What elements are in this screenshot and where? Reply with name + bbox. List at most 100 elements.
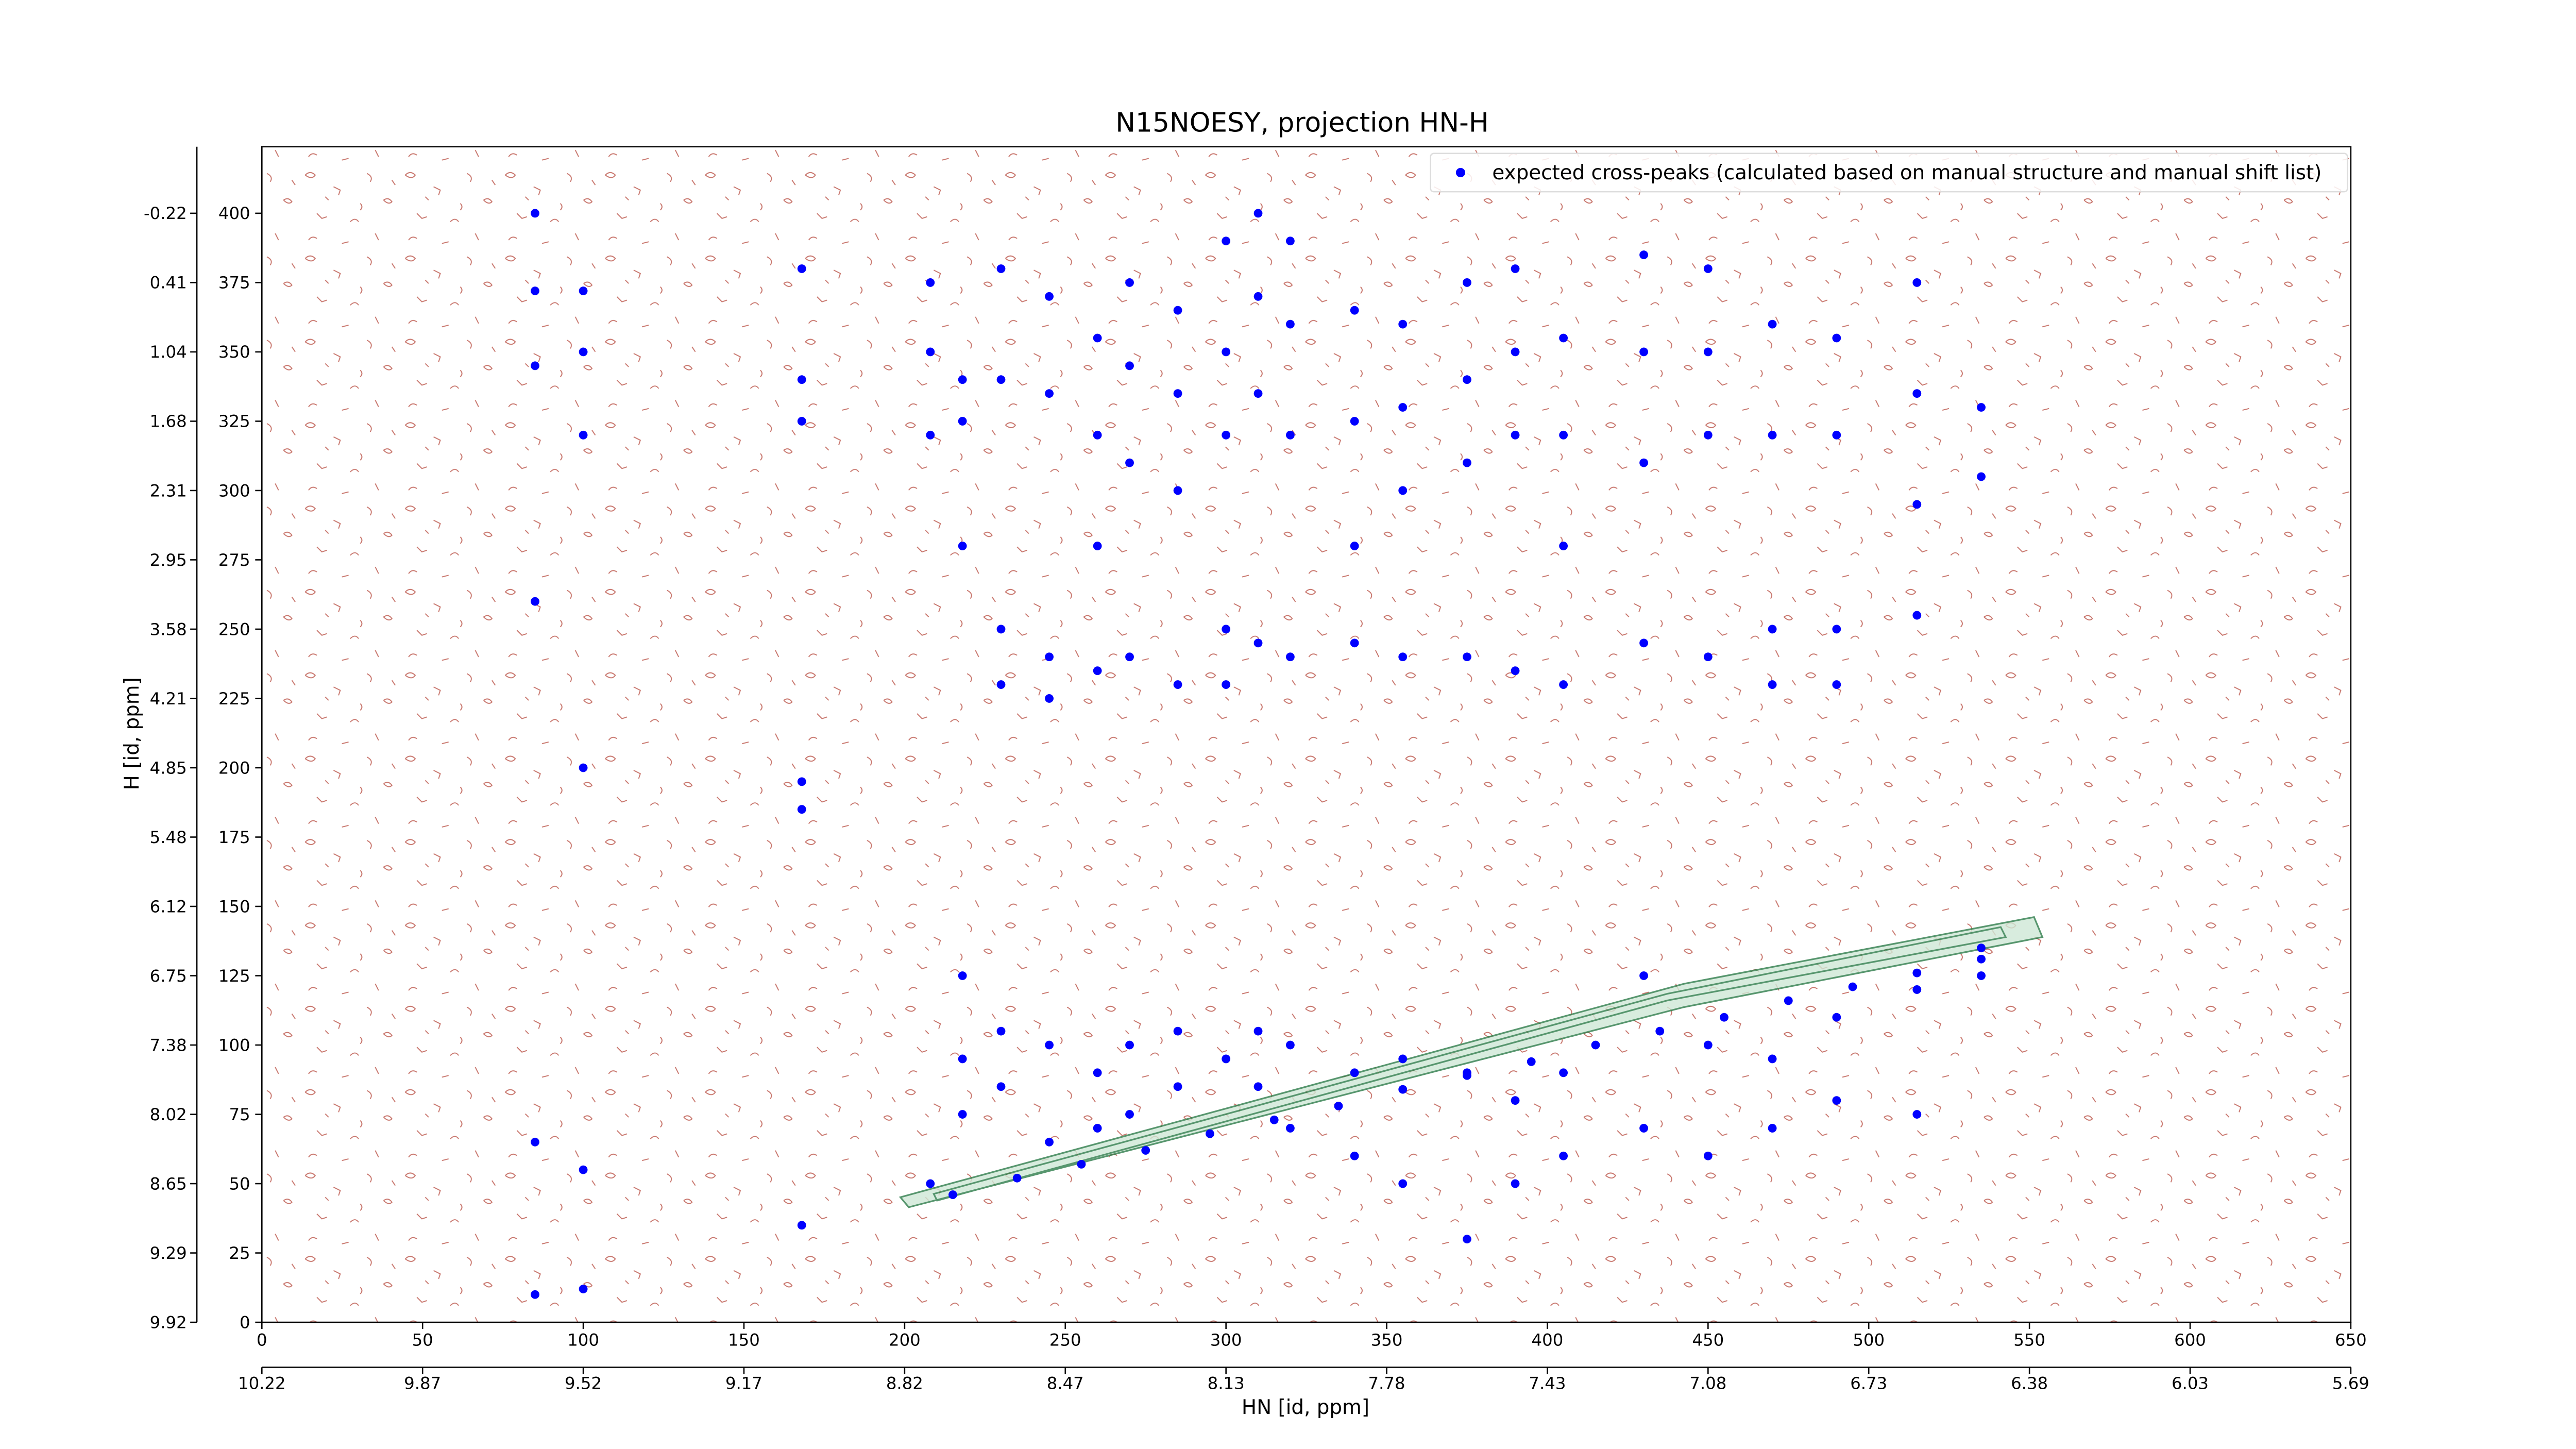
y-tick-label: 0 xyxy=(240,1312,250,1332)
cross-peak xyxy=(797,375,806,384)
cross-peak xyxy=(531,287,539,295)
y2-tick-label: 1.68 xyxy=(150,412,187,431)
cross-peak xyxy=(1253,1026,1263,1036)
cross-peak xyxy=(1173,1082,1182,1091)
cross-peak xyxy=(1703,430,1713,440)
cross-peak xyxy=(1784,996,1793,1005)
y2-tick-label: 1.04 xyxy=(150,342,187,362)
cross-peak xyxy=(531,361,539,370)
cross-peak xyxy=(958,375,967,384)
cross-peak xyxy=(1045,389,1054,398)
y2-tick-label: 9.29 xyxy=(150,1243,187,1263)
cross-peak xyxy=(1720,1013,1728,1022)
x2-tick-label: 9.87 xyxy=(404,1374,441,1393)
cross-peak xyxy=(1350,306,1359,315)
cross-peak xyxy=(1559,680,1568,689)
cross-peak xyxy=(1173,389,1182,398)
cross-peak xyxy=(1768,680,1777,689)
cross-peak xyxy=(1511,666,1520,676)
x2-tick-label: 7.43 xyxy=(1529,1374,1566,1393)
cross-peak xyxy=(1045,1040,1054,1050)
cross-peak xyxy=(1045,1137,1054,1147)
cross-peak xyxy=(1398,319,1408,329)
x2-tick-label: 8.82 xyxy=(886,1374,923,1393)
cross-peak xyxy=(1639,638,1648,648)
x-tick-label: 400 xyxy=(1532,1330,1564,1350)
cross-peak xyxy=(579,1285,588,1293)
cross-peak xyxy=(1977,943,1986,953)
x2-tick-label: 6.38 xyxy=(2011,1374,2048,1393)
cross-peak xyxy=(1912,985,1922,994)
cross-peak xyxy=(1173,680,1182,689)
legend-marker xyxy=(1455,167,1465,177)
cross-peak xyxy=(579,763,588,772)
cross-peak xyxy=(1285,1124,1295,1133)
plot-frame xyxy=(261,146,2352,1323)
diagonal-contours xyxy=(899,916,2044,1208)
cross-peak xyxy=(996,1026,1006,1036)
cross-peak xyxy=(1463,1071,1471,1080)
legend-box xyxy=(1430,153,2348,193)
cross-peak xyxy=(579,287,588,295)
cross-peak xyxy=(1125,1110,1134,1119)
y-tick-label: 75 xyxy=(229,1105,250,1124)
x-tick-label: 100 xyxy=(567,1330,599,1350)
x-tick-label: 550 xyxy=(2013,1330,2045,1350)
y-tick-label: 150 xyxy=(218,897,250,916)
cross-peak xyxy=(1045,292,1054,301)
y-tick-label: 250 xyxy=(218,619,250,639)
cross-peak xyxy=(1511,264,1520,273)
cross-peak xyxy=(1253,292,1263,301)
cross-peak xyxy=(1463,652,1471,662)
cross-peak xyxy=(1559,1068,1568,1077)
cross-peak xyxy=(1912,389,1922,398)
x2-tick-label: 9.17 xyxy=(725,1374,762,1393)
cross-peak xyxy=(1350,1068,1359,1077)
y2-tick-label: 9.92 xyxy=(150,1312,187,1332)
x-tick-label: 0 xyxy=(257,1330,267,1350)
x2-tick-label: 9.52 xyxy=(565,1374,602,1393)
cross-peak xyxy=(1912,968,1922,978)
x2-tick-label: 6.73 xyxy=(1850,1374,1887,1393)
cross-peak xyxy=(1093,1068,1102,1077)
y2-tick-label: 3.58 xyxy=(150,619,187,639)
y-tick-label: 200 xyxy=(218,758,250,778)
cross-peak xyxy=(1639,1124,1648,1133)
cross-peak xyxy=(1655,1026,1665,1036)
cross-peak xyxy=(531,1290,539,1299)
cross-peak xyxy=(996,1082,1006,1091)
cross-peak xyxy=(1832,1013,1841,1022)
cross-peak xyxy=(797,264,806,273)
cross-peak xyxy=(1912,278,1922,287)
cross-peak xyxy=(948,1190,957,1199)
cross-peak xyxy=(1639,347,1648,357)
x-tick-label: 450 xyxy=(1692,1330,1724,1350)
cross-peak xyxy=(797,777,806,786)
cross-peak xyxy=(1463,458,1471,467)
cross-peak xyxy=(1012,1173,1022,1183)
y-tick-label: 175 xyxy=(218,828,250,847)
cross-peak xyxy=(958,542,967,550)
cross-peak xyxy=(1285,652,1295,662)
cross-peak xyxy=(797,1221,806,1230)
cross-peak xyxy=(1832,430,1841,440)
cross-peak xyxy=(1527,1057,1536,1066)
cross-peak xyxy=(996,625,1006,634)
cross-peak xyxy=(1832,625,1841,634)
cross-peak xyxy=(1832,680,1841,689)
y2-tick-label: 8.65 xyxy=(150,1174,187,1193)
y2-tick-label: -0.22 xyxy=(144,204,187,223)
x2-tick-label: 7.78 xyxy=(1368,1374,1405,1393)
x-tick-label: 300 xyxy=(1210,1330,1242,1350)
cross-peak xyxy=(1511,430,1520,440)
cross-peak xyxy=(1768,625,1777,634)
cross-peak xyxy=(1141,1146,1150,1155)
cross-peak xyxy=(1285,319,1295,329)
cross-peak xyxy=(1093,666,1102,676)
x2-tick-label: 8.47 xyxy=(1047,1374,1084,1393)
cross-peak xyxy=(1222,430,1231,440)
cross-peak xyxy=(1639,971,1648,980)
x-tick-label: 650 xyxy=(2335,1330,2367,1350)
cross-peak xyxy=(1222,237,1231,246)
